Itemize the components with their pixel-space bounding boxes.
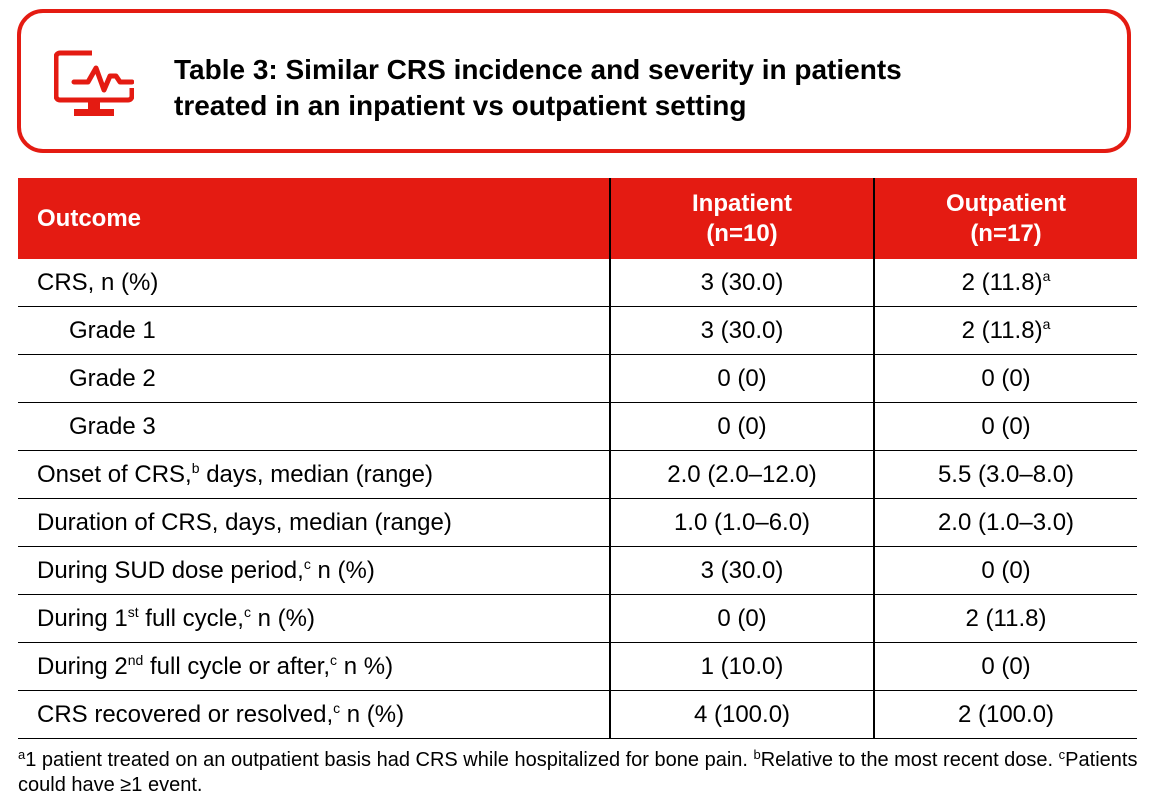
outpatient-cell: 0 (0) — [874, 402, 1137, 451]
outpatient-cell: 2 (11.8) — [874, 594, 1137, 643]
row-label: Grade 2 — [18, 354, 611, 403]
inpatient-cell: 2.0 (2.0–12.0) — [610, 450, 875, 499]
row-label: CRS, n (%) — [18, 259, 611, 307]
footnote: a1 patient treated on an outpatient basi… — [18, 748, 1138, 798]
table-header-row: Outcome Inpatient (n=10) Outpatient (n=1… — [18, 178, 1137, 259]
outpatient-cell: 2.0 (1.0–3.0) — [874, 498, 1137, 547]
page-title: Table 3: Similar CRS incidence and sever… — [174, 52, 1074, 124]
table-row: Duration of CRS, days, median (range) 1.… — [18, 498, 1137, 547]
row-label: During SUD dose period,c n (%) — [18, 546, 611, 595]
table-row: During 1st full cycle,c n (%) 0 (0) 2 (1… — [18, 594, 1137, 643]
footnote-b-text: Relative to the most recent dose. — [760, 749, 1059, 771]
row-label: During 1st full cycle,c n (%) — [18, 594, 611, 643]
footnote-c-mark: c — [1058, 747, 1066, 762]
footnote-a-mark: a — [18, 747, 26, 762]
title-box: Table 3: Similar CRS incidence and sever… — [17, 9, 1131, 153]
outpatient-cell: 2 (11.8)a — [874, 306, 1137, 355]
outpatient-cell: 0 (0) — [874, 354, 1137, 403]
inpatient-cell: 0 (0) — [610, 354, 875, 403]
row-label: Onset of CRS,b days, median (range) — [18, 450, 611, 499]
outpatient-cell: 2 (11.8)a — [874, 259, 1137, 307]
header-inpatient-n: (n=10) — [706, 219, 778, 247]
header-inpatient-label: Inpatient — [692, 189, 792, 217]
table-row: CRS recovered or resolved,c n (%) 4 (100… — [18, 690, 1137, 739]
row-label: Duration of CRS, days, median (range) — [18, 498, 611, 547]
outpatient-cell: 0 (0) — [874, 546, 1137, 595]
table-row: During 2nd full cycle or after,c n %) 1 … — [18, 642, 1137, 691]
inpatient-cell: 3 (30.0) — [610, 546, 875, 595]
table-row: CRS, n (%) 3 (30.0) 2 (11.8)a — [18, 259, 1137, 307]
inpatient-cell: 0 (0) — [610, 402, 875, 451]
outpatient-cell: 2 (100.0) — [874, 690, 1137, 739]
table-row: Grade 3 0 (0) 0 (0) — [18, 402, 1137, 451]
table-row: During SUD dose period,c n (%) 3 (30.0) … — [18, 546, 1137, 595]
inpatient-cell: 1 (10.0) — [610, 642, 875, 691]
header-inpatient: Inpatient (n=10) — [610, 178, 875, 259]
footnote-c-text: Patients could have ≥1 event. — [18, 749, 1138, 796]
inpatient-cell: 3 (30.0) — [610, 259, 875, 307]
monitor-pulse-icon — [54, 50, 134, 116]
crs-table: Outcome Inpatient (n=10) Outpatient (n=1… — [18, 178, 1137, 739]
inpatient-cell: 1.0 (1.0–6.0) — [610, 498, 875, 547]
footnote-ref: a — [1042, 267, 1051, 284]
outpatient-cell: 5.5 (3.0–8.0) — [874, 450, 1137, 499]
footnote-ref: a — [1042, 315, 1051, 332]
row-label: CRS recovered or resolved,c n (%) — [18, 690, 611, 739]
row-label: Grade 1 — [18, 306, 611, 355]
row-label: Grade 3 — [18, 402, 611, 451]
inpatient-cell: 4 (100.0) — [610, 690, 875, 739]
header-outpatient: Outpatient (n=17) — [874, 178, 1137, 259]
title-line-2: treated in an inpatient vs outpatient se… — [174, 90, 747, 121]
outpatient-cell: 0 (0) — [874, 642, 1137, 691]
row-label: During 2nd full cycle or after,c n %) — [18, 642, 611, 691]
title-line-1: Table 3: Similar CRS incidence and sever… — [174, 54, 902, 85]
table-row: Grade 1 3 (30.0) 2 (11.8)a — [18, 306, 1137, 355]
table-row: Onset of CRS,b days, median (range) 2.0 … — [18, 450, 1137, 499]
table-row: Grade 2 0 (0) 0 (0) — [18, 354, 1137, 403]
header-outcome: Outcome — [18, 178, 611, 259]
footnote-b-mark: b — [753, 747, 761, 762]
header-outpatient-label: Outpatient — [946, 189, 1066, 217]
inpatient-cell: 0 (0) — [610, 594, 875, 643]
footnote-a-text: 1 patient treated on an outpatient basis… — [25, 749, 754, 771]
inpatient-cell: 3 (30.0) — [610, 306, 875, 355]
header-outpatient-n: (n=17) — [970, 219, 1042, 247]
